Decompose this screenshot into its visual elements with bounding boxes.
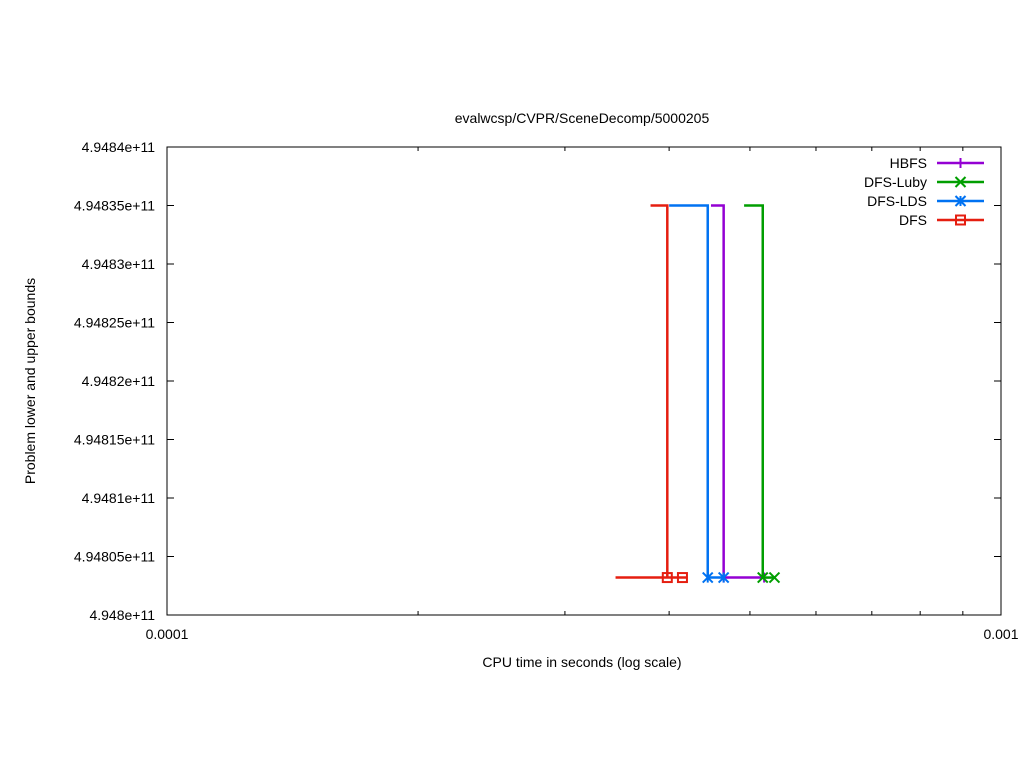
upper-bound-line (744, 204, 765, 578)
data-point (768, 571, 781, 584)
legend-marker (955, 214, 966, 226)
data-point (676, 572, 688, 584)
data-point (661, 572, 673, 584)
chart-title: evalwcsp/CVPR/SceneDecomp/5000205 (455, 110, 710, 126)
y-tick-label: 4.94835e+11 (74, 198, 155, 214)
legend-label: DFS-LDS (867, 193, 927, 209)
upper-bound-line (669, 204, 709, 578)
legend-label: DFS-Luby (864, 174, 927, 190)
legend-label: DFS (899, 212, 927, 228)
y-tick-label: 4.94815e+11 (74, 432, 155, 448)
y-tick-label: 4.948e+11 (89, 607, 155, 623)
legend-marker (954, 195, 967, 207)
y-tick-label: 4.9483e+11 (82, 256, 156, 272)
x-tick-label: 0.0001 (146, 626, 189, 642)
series-dfs (615, 204, 688, 584)
data-point (702, 571, 714, 584)
series-dfs-luby (744, 204, 781, 584)
x-tick-label: 0.001 (983, 626, 1018, 642)
series-group (615, 204, 781, 584)
y-tick-label: 4.94825e+11 (74, 315, 155, 331)
y-tick-label: 4.9482e+11 (82, 373, 156, 389)
upper-bound-line (710, 204, 725, 578)
series-hbfs (710, 204, 770, 583)
legend-marker (954, 176, 967, 188)
series-dfs-lds (669, 204, 730, 584)
data-point (717, 571, 730, 584)
y-tick-label: 4.9481e+11 (82, 490, 156, 506)
y-axis-label: Problem lower and upper bounds (22, 278, 38, 484)
legend: HBFS DFS-Luby DFS-LDS DFS (864, 155, 984, 228)
axis-ticks: 4.948e+11 4.94805e+11 4.9481e+11 4.94815e+1… (74, 139, 1019, 642)
legend-marker (955, 158, 966, 168)
y-tick-label: 4.94805e+11 (74, 549, 155, 565)
data-point (757, 571, 769, 584)
plot-area (166, 146, 1002, 616)
x-axis-label: CPU time in seconds (log scale) (482, 654, 681, 670)
y-tick-label: 4.9484e+11 (82, 139, 156, 155)
upper-bound-line (650, 204, 669, 578)
legend-label: HBFS (890, 155, 927, 171)
